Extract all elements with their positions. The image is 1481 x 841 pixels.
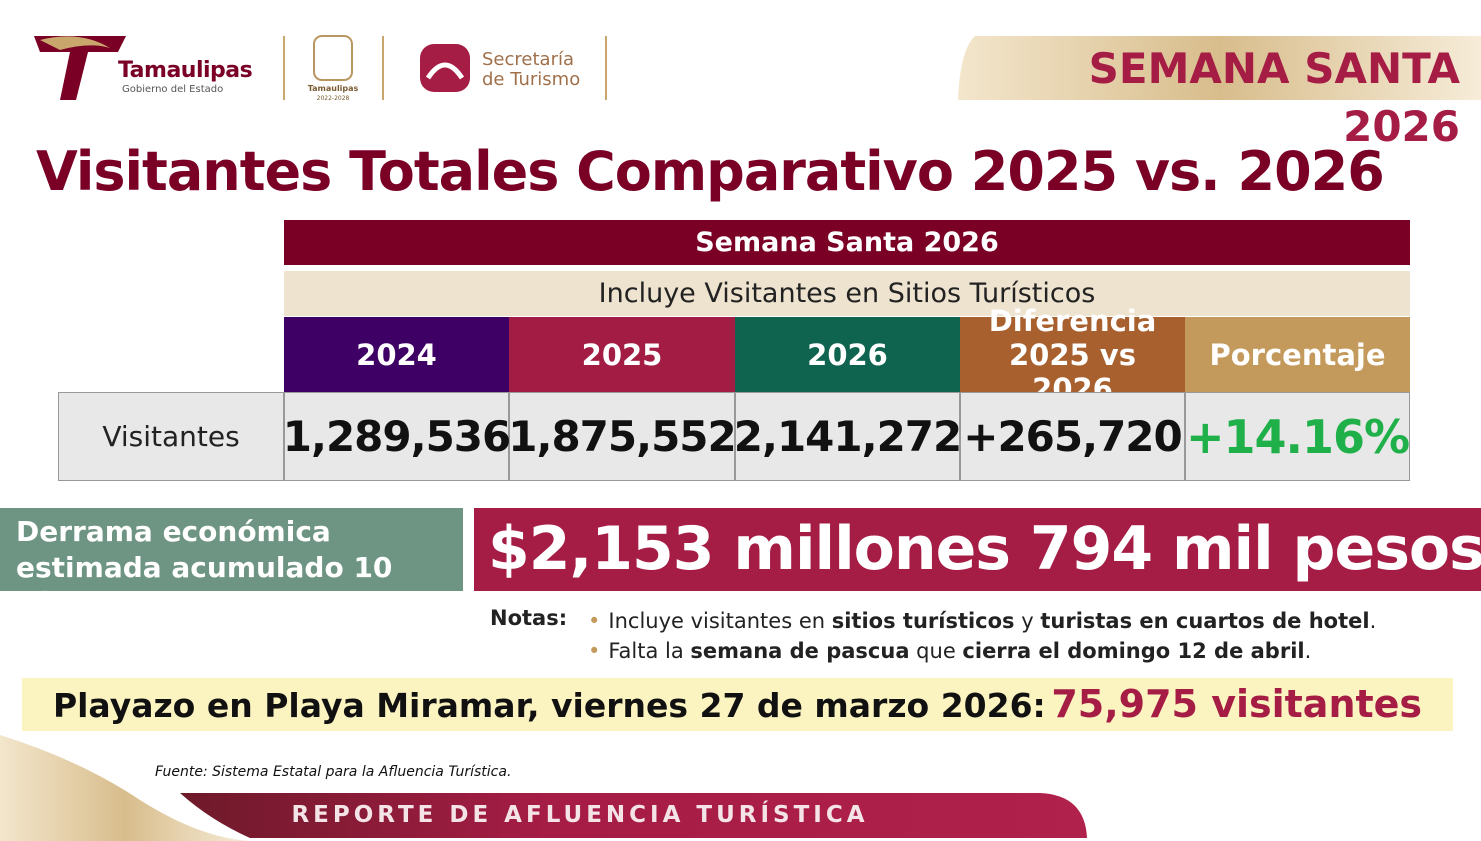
turismo-icon-curve [425, 62, 465, 80]
secretaria: de Turismo [482, 69, 581, 90]
derrama-value: $2,153 millones 794 mil pesos [474, 508, 1481, 591]
playazo-value: 75,975 visitantes [1051, 682, 1423, 726]
logo-wing [40, 36, 110, 50]
note-text: . [1369, 609, 1377, 633]
note-text: turistas en cuartos de hotel [1040, 609, 1370, 633]
note-text: . [1304, 639, 1312, 663]
playazo-band: Playazo en Playa Miramar, viernes 27 de … [22, 678, 1453, 731]
logo-mark [34, 36, 126, 100]
note-text: que [909, 639, 963, 663]
note-text: y [1014, 609, 1041, 633]
seal-name: Tamaulipas [307, 84, 359, 93]
derrama-label: Derrama económica estimada acumulado 10 … [0, 508, 463, 620]
note-text: cierra el domingo 12 de abril [962, 639, 1305, 663]
notes-list: • Incluye visitantes en sitios turísticos… [588, 606, 1376, 666]
source: Fuente: Sistema Estatal para la Afluenci… [155, 764, 512, 780]
note-text: semana de pascua [690, 639, 910, 663]
playazo-label: Playazo en Playa Miramar, viernes 27 de … [52, 686, 1046, 725]
note: • Falta la semana de pascua que cierra el… [588, 636, 1376, 666]
banner-bg [958, 36, 1481, 100]
bullet: • [588, 639, 601, 663]
note-text: Falta la [608, 639, 691, 663]
secretaria: Secretaría [482, 49, 574, 70]
logo-name: Tamaulipas [118, 58, 253, 83]
footer-text: REPORTE DE AFLUENCIA TURÍSTICA [291, 802, 869, 828]
seal-years: 2022-2028 [316, 95, 350, 102]
notes-label: Notas: [490, 606, 568, 630]
title: Visitantes Totales Comparativo 2025 vs. … [36, 140, 1385, 203]
seal [313, 35, 353, 81]
bullet: • [588, 609, 601, 633]
banner-text: SEMANA SANTA 2026 [1088, 44, 1460, 151]
note-text: Incluye visitantes en [608, 609, 832, 633]
footer-bg [180, 793, 1087, 838]
turismo-icon [420, 44, 470, 92]
logo-subtitle: Gobierno del Estado [122, 84, 224, 95]
note-text: sitios turísticos [831, 609, 1015, 633]
note: • Incluye visitantes en sitios turísticos… [588, 606, 1376, 636]
swoosh [0, 735, 250, 841]
